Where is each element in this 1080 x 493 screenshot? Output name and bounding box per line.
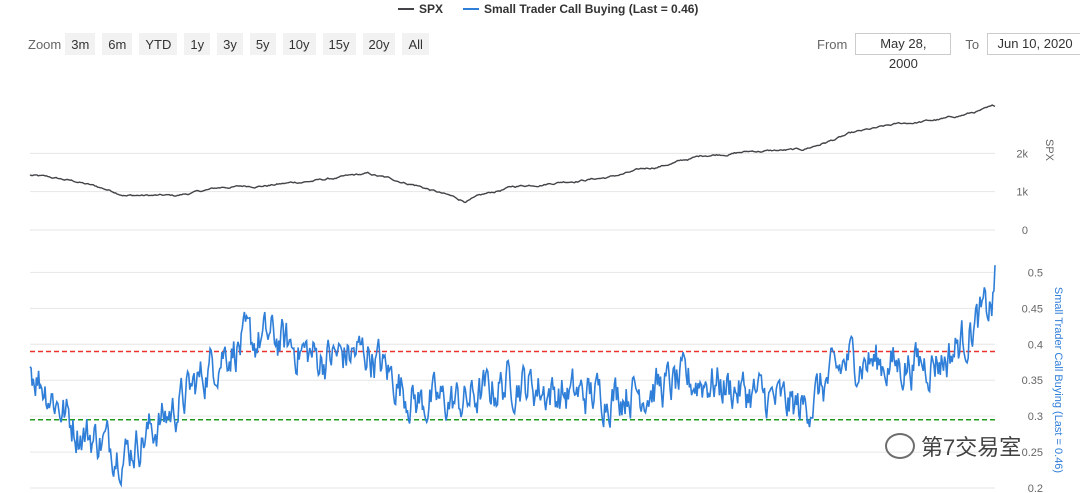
spx-tick-label: 2k — [1016, 148, 1028, 160]
legend-swatch-spx — [398, 8, 414, 10]
axis-ticks: 0 1k 2k 0.2 0.25 0.3 0.35 0.4 0.45 0.5 — [1016, 148, 1043, 493]
watermark-text: 第7交易室 — [921, 435, 1022, 460]
call-tick-label: 0.3 — [1028, 411, 1043, 423]
legend-item-call-buying[interactable]: Small Trader Call Buying (Last = 0.46) — [463, 2, 698, 16]
zoom-3m-button[interactable]: 3m — [65, 33, 96, 55]
range-to-label: To — [965, 36, 980, 52]
zoom-15y-button[interactable]: 15y — [322, 33, 356, 55]
legend-item-spx[interactable]: SPX — [398, 2, 443, 16]
zoom-10y-button[interactable]: 10y — [282, 33, 316, 55]
zoom-3y-button[interactable]: 3y — [217, 33, 243, 55]
call-tick-label: 0.25 — [1022, 447, 1043, 459]
spx-series-line — [29, 104, 996, 204]
call-tick-label: 0.4 — [1028, 339, 1043, 351]
watermark: 第7交易室 — [885, 430, 1021, 462]
range-to-input[interactable]: Jun 10, 2020 — [987, 33, 1080, 55]
call-tick-label: 0.2 — [1028, 483, 1043, 493]
chart-legend: SPX Small Trader Call Buying (Last = 0.4… — [0, 0, 1080, 20]
spx-tick-label: 0 — [1022, 225, 1028, 237]
zoom-bar: Zoom 3m 6m YTD 1y 3y 5y 10y 15y 20y All — [28, 33, 436, 55]
wechat-logo-icon — [885, 433, 915, 459]
spx-tick-label: 1k — [1016, 187, 1028, 199]
zoom-1y-button[interactable]: 1y — [184, 33, 211, 55]
zoom-all-button[interactable]: All — [402, 33, 429, 55]
spx-axis-title: SPX — [1043, 139, 1055, 162]
call-buying-axis-title: Small Trader Call Buying (Last = 0.46) — [1052, 287, 1064, 473]
legend-label-spx: SPX — [419, 2, 444, 16]
date-range-selector: From May 28, 2000 To Jun 10, 2020 — [817, 33, 1080, 71]
zoom-label: Zoom — [28, 36, 62, 52]
range-from-input[interactable]: May 28, 2000 — [855, 33, 952, 71]
range-from-label: From — [817, 36, 848, 52]
zoom-6m-button[interactable]: 6m — [102, 33, 133, 55]
call-tick-label: 0.5 — [1028, 267, 1043, 279]
call-tick-label: 0.45 — [1022, 303, 1043, 315]
zoom-5y-button[interactable]: 5y — [249, 33, 276, 55]
grid-lines — [30, 152, 995, 489]
call-buying-series-line — [29, 265, 996, 488]
legend-label-call-buying: Small Trader Call Buying (Last = 0.46) — [484, 2, 699, 16]
legend-swatch-call-buying — [463, 8, 479, 10]
call-tick-label: 0.35 — [1022, 375, 1043, 387]
zoom-ytd-button[interactable]: YTD — [139, 33, 178, 55]
reference-lines — [30, 350, 995, 421]
zoom-20y-button[interactable]: 20y — [362, 33, 396, 55]
